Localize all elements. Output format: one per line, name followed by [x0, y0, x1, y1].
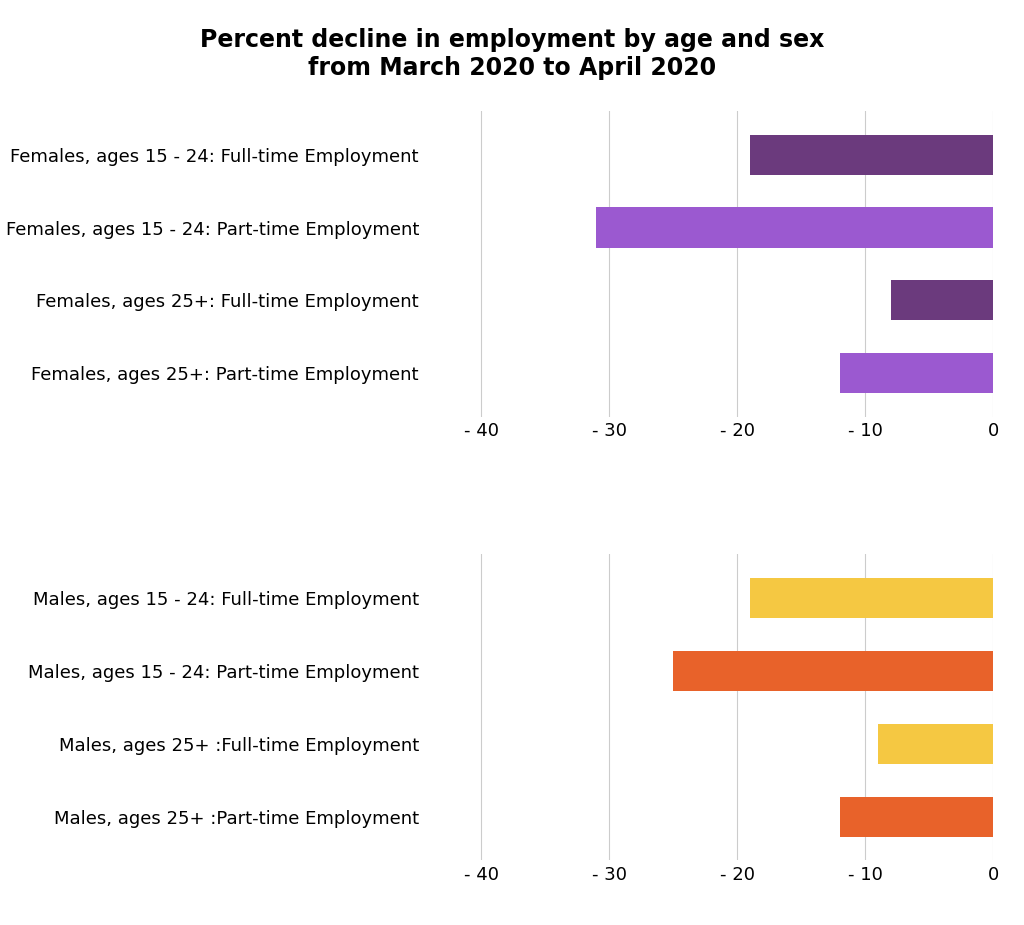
Bar — [674, 651, 993, 691]
Bar — [750, 578, 993, 618]
Bar — [891, 280, 993, 320]
Bar — [750, 135, 993, 175]
Bar — [878, 723, 993, 764]
Bar — [596, 207, 993, 248]
Bar — [840, 796, 993, 836]
Bar — [840, 353, 993, 393]
Text: Percent decline in employment by age and sex
from March 2020 to April 2020: Percent decline in employment by age and… — [200, 28, 824, 80]
